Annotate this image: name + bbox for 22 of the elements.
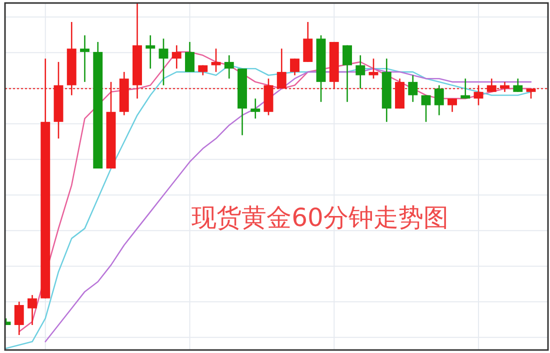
candlestick [172,44,182,70]
candlestick [14,301,24,336]
candlestick [513,78,523,93]
candlestick [448,98,457,113]
candlestick [434,84,444,116]
candlestick [211,48,221,73]
candlestick [224,54,234,80]
text: 现货黄金60分钟走势图 [192,203,448,232]
candlestick [460,78,470,100]
candlestick [185,41,194,73]
candlestick [146,34,156,70]
candlestick [250,98,260,120]
candlestick [356,54,366,90]
candlestick [421,94,431,123]
candlestick [28,294,37,326]
candlestick [80,34,90,83]
candlestick [342,44,352,103]
candlestick [290,58,300,76]
candlestick [368,58,378,80]
candlestick [303,21,313,63]
candlestick [158,38,168,86]
candlestick [408,74,418,103]
